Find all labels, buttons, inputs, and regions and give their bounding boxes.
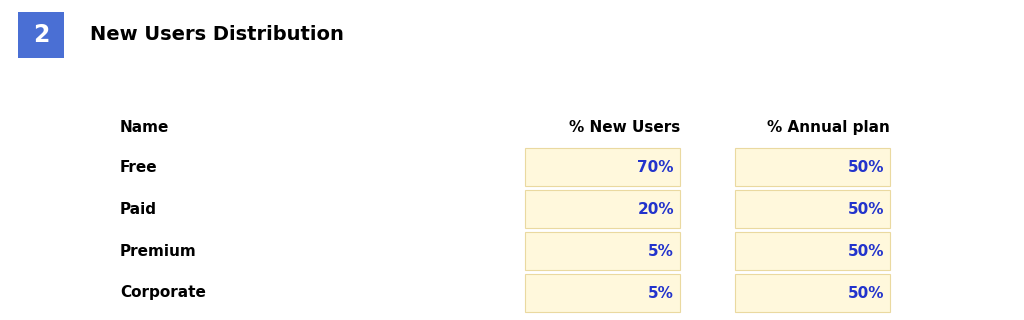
Text: % Annual plan: % Annual plan bbox=[767, 120, 890, 135]
Text: Free: Free bbox=[120, 159, 158, 174]
Text: 50%: 50% bbox=[848, 285, 884, 300]
Text: 20%: 20% bbox=[637, 202, 674, 217]
FancyBboxPatch shape bbox=[525, 190, 680, 228]
Text: 5%: 5% bbox=[648, 285, 674, 300]
Text: 50%: 50% bbox=[848, 202, 884, 217]
FancyBboxPatch shape bbox=[525, 274, 680, 312]
FancyBboxPatch shape bbox=[735, 148, 890, 186]
Text: 50%: 50% bbox=[848, 159, 884, 174]
Text: Paid: Paid bbox=[120, 202, 157, 217]
Text: Name: Name bbox=[120, 120, 169, 135]
Text: 50%: 50% bbox=[848, 244, 884, 259]
Text: New Users Distribution: New Users Distribution bbox=[90, 26, 344, 44]
FancyBboxPatch shape bbox=[525, 232, 680, 270]
FancyBboxPatch shape bbox=[18, 12, 63, 58]
Text: % New Users: % New Users bbox=[568, 120, 680, 135]
Text: 70%: 70% bbox=[638, 159, 674, 174]
Text: Corporate: Corporate bbox=[120, 285, 206, 300]
FancyBboxPatch shape bbox=[525, 148, 680, 186]
FancyBboxPatch shape bbox=[735, 232, 890, 270]
Text: Premium: Premium bbox=[120, 244, 197, 259]
FancyBboxPatch shape bbox=[735, 274, 890, 312]
Text: 2: 2 bbox=[33, 23, 49, 47]
FancyBboxPatch shape bbox=[735, 190, 890, 228]
Text: 5%: 5% bbox=[648, 244, 674, 259]
